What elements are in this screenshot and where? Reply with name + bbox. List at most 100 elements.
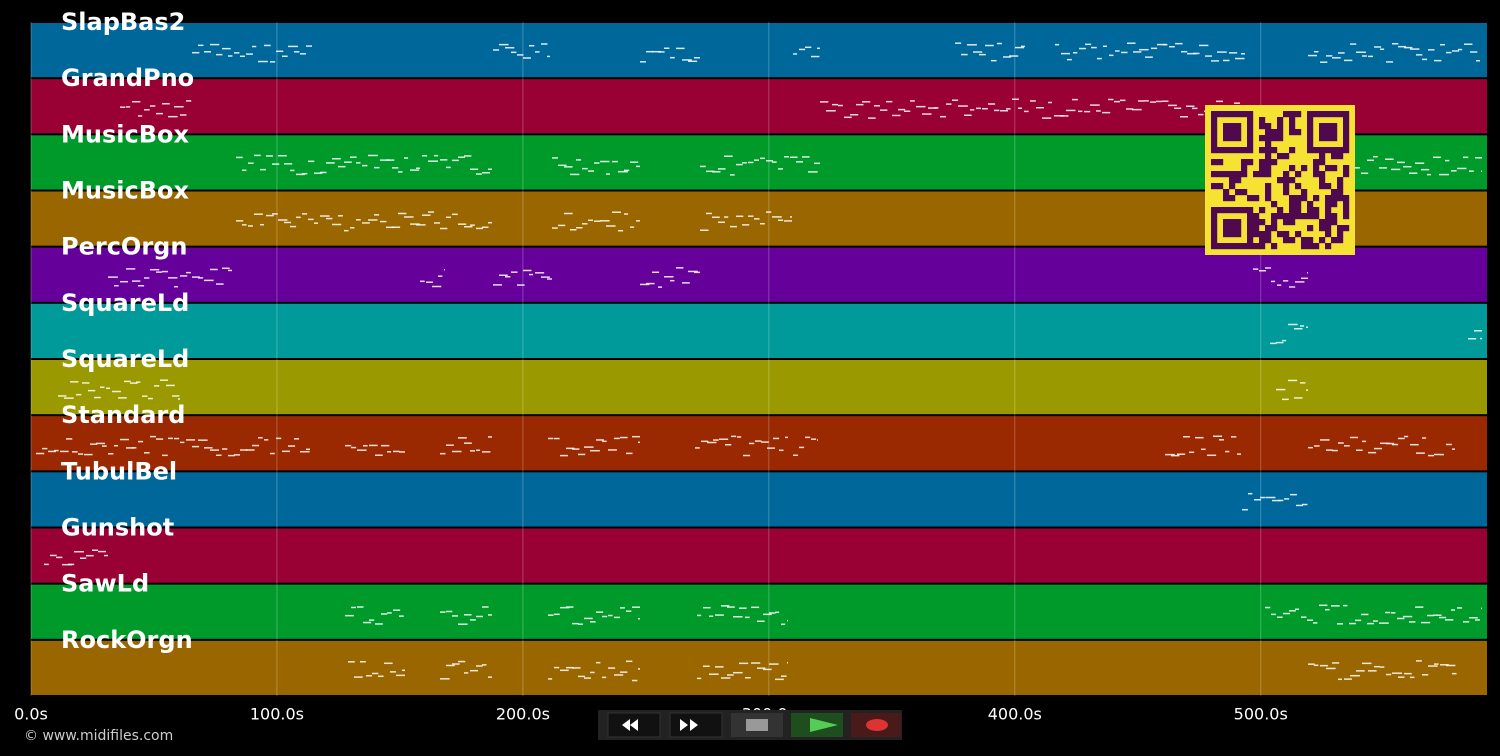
qr-module [1235, 219, 1242, 226]
track-name: GrandPno [61, 64, 194, 92]
qr-module [1265, 171, 1272, 178]
qr-module [1253, 219, 1260, 226]
qr-module [1343, 213, 1350, 220]
qr-module [1277, 153, 1284, 160]
qr-module [1313, 147, 1320, 154]
qr-module [1271, 225, 1278, 232]
notes [36, 42, 1482, 682]
qr-module [1259, 123, 1266, 130]
qr-module [1289, 177, 1296, 184]
qr-module [1247, 231, 1254, 238]
qr-module [1307, 129, 1314, 136]
track-name: MusicBox [61, 120, 189, 148]
qr-module [1259, 171, 1266, 178]
qr-module [1229, 243, 1236, 250]
icon [622, 719, 638, 731]
qr-module [1211, 243, 1218, 250]
qr-module [1229, 123, 1236, 130]
qr-module [1229, 177, 1236, 184]
qr-module [1271, 201, 1278, 208]
qr-module [1277, 207, 1284, 214]
stop-button[interactable] [731, 713, 783, 737]
qr-module [1319, 111, 1326, 118]
qr-module [1211, 231, 1218, 238]
qr-module [1343, 117, 1350, 124]
qr-module [1235, 171, 1242, 178]
qr-module [1289, 117, 1296, 124]
qr-module [1325, 147, 1332, 154]
qr-module [1301, 189, 1308, 196]
qr-module [1331, 213, 1338, 220]
qr-module [1235, 135, 1242, 142]
qr-module [1259, 231, 1266, 238]
qr-module [1283, 171, 1290, 178]
qr-module [1319, 171, 1326, 178]
qr-module [1241, 171, 1248, 178]
qr-module [1229, 147, 1236, 154]
qr-module [1247, 135, 1254, 142]
tick-label: 100.0s [250, 705, 304, 724]
qr-module [1271, 219, 1278, 226]
qr-module [1295, 129, 1302, 136]
qr-module [1283, 177, 1290, 184]
track-name: Gunshot [61, 514, 174, 542]
qr-module [1319, 225, 1326, 232]
qr-module [1313, 243, 1320, 250]
qr-module [1235, 177, 1242, 184]
qr-module [1235, 231, 1242, 238]
rewind-button[interactable] [607, 712, 661, 738]
qr-module [1331, 189, 1338, 196]
qr-module [1223, 207, 1230, 214]
qr-module [1283, 189, 1290, 196]
qr-module [1301, 243, 1308, 250]
track-lane [31, 360, 1487, 415]
qr-module [1307, 225, 1314, 232]
qr-module [1307, 207, 1314, 214]
qr-module [1331, 201, 1338, 208]
qr-module [1259, 243, 1266, 250]
qr-module [1343, 225, 1350, 232]
qr-module [1265, 237, 1272, 244]
qr-module [1211, 117, 1218, 124]
qr-module [1235, 207, 1242, 214]
qr-module [1337, 177, 1344, 184]
play-button[interactable] [791, 713, 843, 737]
qr-module [1223, 195, 1230, 202]
qr-code [1205, 105, 1355, 255]
qr-module [1283, 231, 1290, 238]
qr-module [1229, 171, 1236, 178]
qr-module [1211, 123, 1218, 130]
qr-module [1241, 159, 1248, 166]
qr-module [1211, 171, 1218, 178]
qr-module [1307, 141, 1314, 148]
qr-module [1235, 147, 1242, 154]
qr-module [1301, 195, 1308, 202]
qr-module [1229, 225, 1236, 232]
qr-module [1265, 129, 1272, 136]
record-button[interactable] [851, 713, 901, 737]
qr-module [1259, 135, 1266, 142]
qr-module [1211, 237, 1218, 244]
qr-module [1283, 153, 1290, 160]
qr-module [1229, 231, 1236, 238]
qr-module [1337, 189, 1344, 196]
qr-module [1289, 165, 1296, 172]
forward-button[interactable] [669, 712, 723, 738]
qr-module [1265, 183, 1272, 190]
qr-module [1229, 129, 1236, 136]
qr-module [1211, 213, 1218, 220]
track-lane [31, 472, 1487, 527]
qr-module [1343, 195, 1350, 202]
qr-module [1265, 189, 1272, 196]
qr-module [1271, 213, 1278, 220]
qr-module [1241, 165, 1248, 172]
qr-module [1325, 207, 1332, 214]
qr-module [1343, 171, 1350, 178]
qr-module [1223, 135, 1230, 142]
qr-module [1265, 147, 1272, 154]
qr-module [1217, 111, 1224, 118]
qr-module [1259, 165, 1266, 172]
qr-module [1211, 135, 1218, 142]
qr-module [1259, 219, 1266, 226]
